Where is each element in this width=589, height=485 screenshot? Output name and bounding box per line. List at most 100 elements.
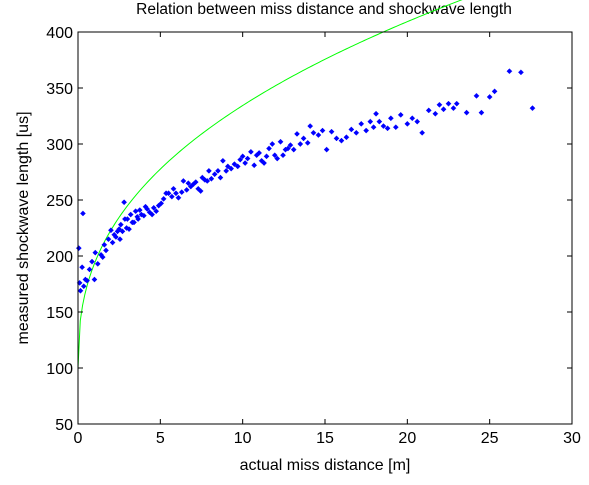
- x-tick-label: 10: [234, 430, 252, 447]
- data-point: [348, 126, 355, 133]
- data-point: [175, 194, 182, 201]
- data-point: [117, 236, 123, 243]
- data-point: [117, 221, 124, 228]
- data-point: [453, 100, 460, 107]
- x-axis-label: actual miss distance [m]: [240, 457, 411, 474]
- data-point: [251, 162, 258, 169]
- y-tick-label: 300: [46, 137, 73, 154]
- data-point: [274, 155, 281, 162]
- data-point: [263, 153, 270, 160]
- data-point: [126, 226, 132, 233]
- data-point: [208, 175, 215, 182]
- data-point: [529, 105, 536, 112]
- data-point: [506, 68, 513, 75]
- data-point: [436, 101, 443, 108]
- data-point: [131, 219, 137, 226]
- data-point: [358, 120, 365, 127]
- data-point: [473, 92, 480, 99]
- data-point: [168, 193, 175, 200]
- data-point: [297, 141, 304, 147]
- data-point: [220, 157, 226, 164]
- data-point: [404, 120, 411, 127]
- data-point: [228, 165, 235, 172]
- data-point: [86, 266, 93, 273]
- data-point: [486, 94, 493, 100]
- data-point: [432, 110, 439, 117]
- data-point: [206, 167, 212, 174]
- data-point: [367, 118, 374, 125]
- data-point: [192, 179, 199, 185]
- data-point: [204, 178, 211, 184]
- data-point: [108, 227, 114, 234]
- data-point: [271, 152, 278, 159]
- data-point: [223, 167, 230, 174]
- data-point: [353, 129, 360, 136]
- data-point: [234, 163, 241, 170]
- data-point: [140, 212, 147, 219]
- y-tick-label: 250: [46, 193, 73, 210]
- data-point: [77, 287, 84, 294]
- data-point: [239, 153, 246, 160]
- data-point: [99, 254, 106, 261]
- data-point: [300, 135, 307, 142]
- data-point: [165, 190, 172, 197]
- data-point: [178, 189, 185, 196]
- data-point: [463, 109, 470, 116]
- data-point: [287, 142, 294, 149]
- data-point: [153, 208, 160, 215]
- data-point: [478, 109, 485, 116]
- data-point: [338, 137, 345, 144]
- data-point: [183, 187, 190, 193]
- data-point: [127, 211, 134, 218]
- data-point: [323, 146, 330, 153]
- data-point: [80, 283, 87, 290]
- data-point: [149, 211, 155, 218]
- data-point: [92, 249, 99, 256]
- data-point: [224, 163, 231, 170]
- data-point: [384, 125, 391, 132]
- data-point: [425, 107, 432, 114]
- data-point: [101, 241, 108, 248]
- data-point: [450, 105, 457, 112]
- y-tick-label: 50: [55, 417, 73, 434]
- fit-curve: [77, 0, 463, 369]
- y-tick-label: 100: [46, 361, 73, 378]
- data-point: [315, 132, 322, 138]
- data-point: [80, 210, 86, 217]
- y-tick-label: 350: [46, 81, 73, 98]
- data-point: [445, 100, 452, 107]
- data-point: [304, 139, 311, 146]
- data-point: [440, 106, 447, 113]
- data-point: [215, 167, 221, 174]
- data-point: [363, 127, 370, 134]
- data-point: [231, 161, 238, 168]
- data-point: [170, 185, 177, 192]
- data-point: [91, 276, 98, 283]
- data-point: [79, 264, 85, 271]
- data-point: [248, 148, 254, 155]
- data-point: [150, 204, 157, 211]
- data-point: [387, 115, 394, 122]
- data-point: [285, 145, 291, 152]
- data-point: [116, 226, 123, 233]
- x-tick-label: 15: [316, 430, 334, 447]
- data-point: [105, 236, 112, 243]
- y-tick-label: 200: [46, 249, 73, 266]
- data-point: [180, 178, 187, 184]
- data-point: [370, 124, 377, 131]
- data-point: [518, 69, 524, 76]
- plot-area: [78, 32, 572, 424]
- y-tick-label: 150: [46, 305, 73, 322]
- data-point: [237, 156, 244, 163]
- data-point: [333, 135, 340, 142]
- data-point: [409, 115, 416, 122]
- data-point: [328, 128, 335, 135]
- data-point: [121, 199, 127, 206]
- data-point: [280, 152, 286, 159]
- data-point: [197, 188, 204, 194]
- x-tick-label: 0: [74, 430, 83, 447]
- data-point: [414, 118, 421, 125]
- x-tick-label: 30: [563, 430, 581, 447]
